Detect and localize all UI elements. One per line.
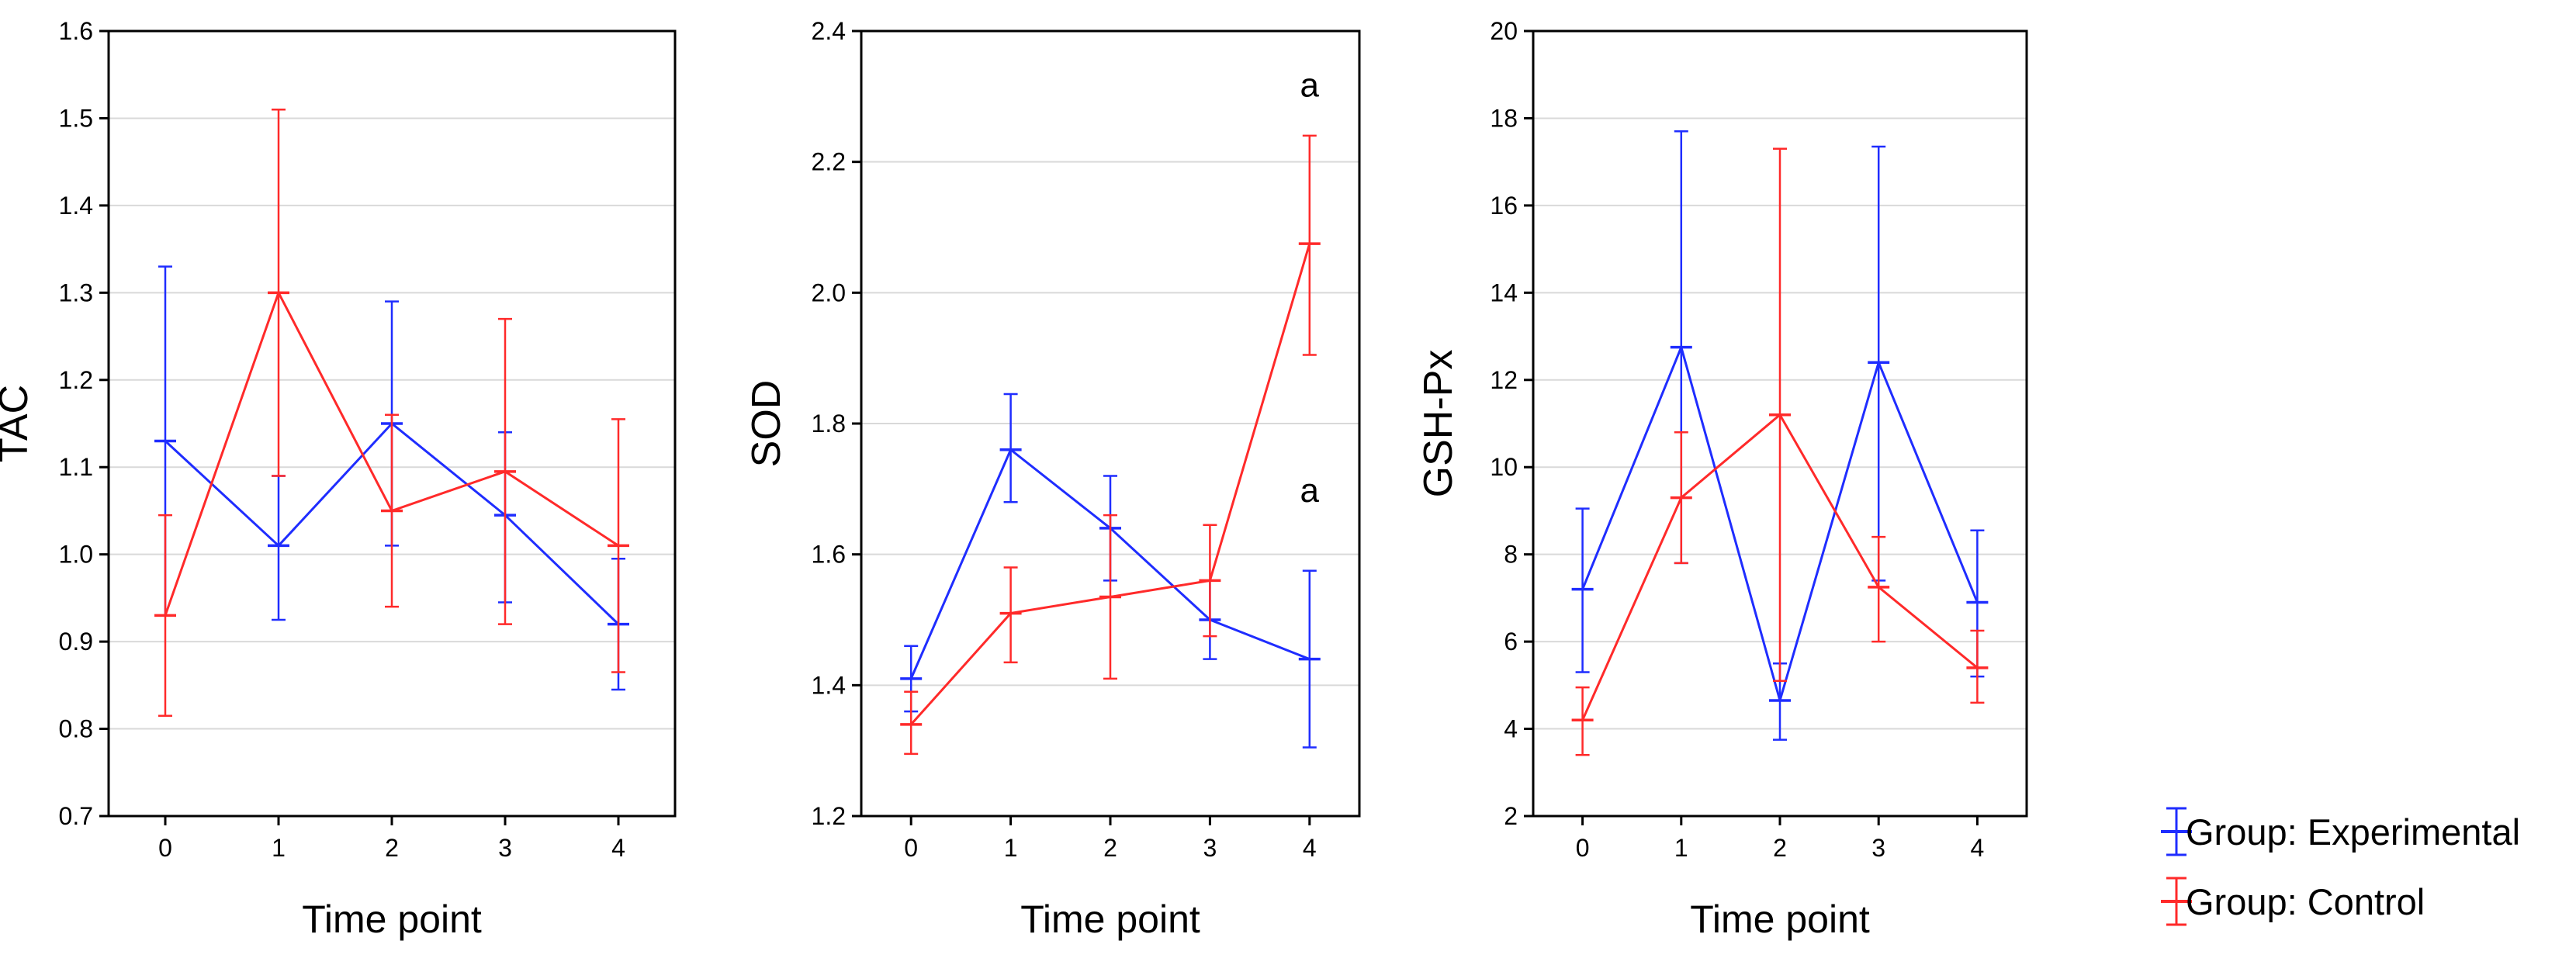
- y-tick-label: 1.1: [59, 453, 93, 481]
- series-control: [1571, 147, 1989, 756]
- y-axis-label: TAC: [0, 385, 36, 462]
- x-tick-label: 1: [1674, 834, 1688, 862]
- y-tick-label: 1.0: [59, 541, 93, 569]
- y-tick-label: 1.5: [59, 104, 93, 132]
- x-tick-label: 4: [1303, 834, 1317, 862]
- x-tick-label: 2: [1103, 834, 1117, 862]
- y-tick-label: 14: [1490, 278, 1518, 306]
- chart-panels: 0.70.80.91.01.11.21.31.41.51.60 1 2 3 4Time …: [0, 17, 2028, 941]
- x-tick-label: 1: [1004, 834, 1018, 862]
- y-tick-label: 2.0: [812, 278, 846, 306]
- y-axis-label: GSH-Px: [1416, 350, 1461, 498]
- x-tick-label: 2: [385, 834, 399, 862]
- series-control: [154, 108, 629, 717]
- x-tick-label: 4: [1971, 834, 1985, 862]
- y-tick-label: 1.8: [812, 410, 846, 438]
- legend-item-control: Group: Control: [2161, 877, 2425, 926]
- x-tick-label: 2: [1773, 834, 1787, 862]
- y-tick-label: 2: [1504, 802, 1518, 830]
- series-control: [900, 134, 1321, 756]
- y-tick-label: 1.2: [59, 366, 93, 394]
- legend-label: Group: Control: [2186, 881, 2425, 922]
- legend-item-experimental: Group: Experimental: [2161, 807, 2520, 856]
- x-tick-label: 0: [1576, 834, 1590, 862]
- annotation-label: a: [1300, 472, 1320, 510]
- x-tick-label: 0: [904, 834, 918, 862]
- x-tick-label: 0: [158, 834, 172, 862]
- y-tick-label: 4: [1504, 715, 1518, 743]
- y-tick-label: 1.4: [812, 671, 846, 699]
- y-tick-label: 20: [1490, 17, 1518, 45]
- y-tick-label: 18: [1490, 104, 1518, 132]
- y-tick-label: 1.6: [59, 17, 93, 45]
- x-axis-label: Time point: [1690, 898, 1870, 941]
- y-tick-label: 0.9: [59, 628, 93, 655]
- legend: Group: Experimental Group: Control: [2161, 807, 2520, 926]
- x-tick-label: 1: [272, 834, 286, 862]
- x-tick-label: 3: [1871, 834, 1885, 862]
- legend-label: Group: Experimental: [2186, 811, 2520, 853]
- y-tick-label: 2.2: [812, 148, 846, 176]
- annotation-label: a: [1300, 66, 1320, 104]
- chart-panel-1: 0.7 0.8 0.9 1.0 1.1 1.2 1.3 1.4 1.5 1.6 0 1 2 3 4 Time …: [0, 17, 677, 941]
- y-tick-label: 1.4: [59, 192, 93, 220]
- chart-panel-2: 1.2 1.4 1.6 1.8 2.0 2.2 2.4 0 1 2 3 4 Time point SOD a…: [744, 17, 1361, 941]
- y-tick-label: 16: [1490, 192, 1518, 220]
- x-axis-label: Time point: [302, 898, 482, 941]
- y-tick-label: 8: [1504, 541, 1518, 569]
- y-tick-label: 1.3: [59, 278, 93, 306]
- x-tick-label: 4: [611, 834, 625, 862]
- y-tick-label: 1.2: [812, 802, 846, 830]
- y-tick-label: 1.6: [812, 541, 846, 569]
- y-tick-label: 0.7: [59, 802, 93, 830]
- x-tick-label: 3: [1203, 834, 1217, 862]
- x-tick-label: 3: [498, 834, 512, 862]
- y-tick-label: 2.4: [812, 17, 846, 45]
- y-axis-label: SOD: [744, 380, 789, 468]
- y-tick-label: 10: [1490, 453, 1518, 481]
- y-tick-label: 6: [1504, 628, 1518, 655]
- y-tick-label: 0.8: [59, 715, 93, 743]
- x-axis-label: Time point: [1020, 898, 1200, 941]
- y-tick-label: 12: [1490, 366, 1518, 394]
